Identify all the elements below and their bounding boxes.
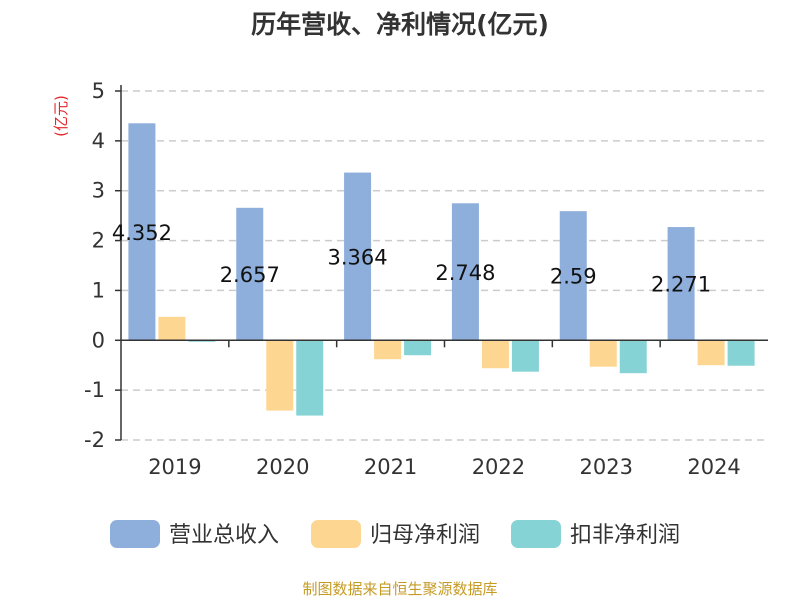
x-tick-label: 2020: [256, 455, 309, 479]
y-tick-label: 4: [92, 129, 105, 153]
data-label-2022: 2.748: [435, 261, 495, 285]
legend-swatch: [110, 520, 160, 548]
x-tick-label: 2019: [148, 455, 201, 479]
bar-2022-series-3: [511, 340, 539, 372]
bar-2020-series-2: [266, 340, 294, 411]
bar-2020-series-3: [296, 340, 324, 416]
y-tick-label: -1: [84, 378, 105, 402]
y-tick-label: -2: [84, 428, 105, 452]
bar-2021-series-1: [344, 172, 372, 341]
legend-label: 营业总收入: [169, 523, 279, 548]
x-tick-label: 2024: [687, 455, 740, 479]
data-label-2024: 2.271: [651, 273, 711, 297]
source-note: 制图数据来自恒生聚源数据库: [302, 580, 497, 598]
data-label-2020: 2.657: [220, 263, 280, 287]
data-labels: 4.352 2.657 3.364 2.748 2.59 2.271: [112, 221, 711, 297]
bar-2019-series-2: [158, 316, 186, 341]
bar-2022-series-2: [481, 340, 509, 369]
bar-2023-series-3: [619, 340, 647, 374]
bar-2021-series-2: [374, 340, 402, 360]
y-tick-label: 5: [92, 79, 105, 103]
axes: 5 4 3 2 1 0 -1 -2 2019 2020 2021 2022 2023 2024: [84, 79, 768, 479]
bar-2023-series-1: [559, 211, 587, 341]
y-tick-label: 3: [92, 179, 105, 203]
x-tick-label: 2021: [364, 455, 417, 479]
y-tick-label: 0: [92, 328, 105, 352]
data-label-2021: 3.364: [328, 245, 388, 269]
legend-swatch: [311, 520, 361, 548]
bars: [128, 123, 755, 416]
legend: 营业总收入 归母净利润 扣非净利润: [110, 520, 680, 548]
bar-2023-series-2: [589, 340, 617, 367]
bar-2019-series-1: [128, 123, 156, 341]
bar-2022-series-1: [451, 203, 479, 341]
bar-2024-series-2: [697, 340, 725, 366]
data-label-2023: 2.59: [550, 265, 597, 289]
chart-title: 历年营收、净利情况(亿元): [251, 10, 549, 39]
bar-2021-series-3: [404, 340, 432, 356]
legend-swatch: [511, 520, 561, 548]
data-label-2019: 4.352: [112, 221, 172, 245]
bar-2024-series-1: [667, 227, 695, 341]
x-tick-label: 2023: [580, 455, 633, 479]
bar-2024-series-3: [727, 340, 755, 366]
y-tick-label: 2: [92, 229, 105, 253]
y-axis-label: (亿元): [52, 95, 70, 137]
y-tick-label: 1: [92, 278, 105, 302]
legend-label: 归母净利润: [370, 523, 480, 548]
x-tick-label: 2022: [472, 455, 525, 479]
legend-label: 扣非净利润: [570, 523, 680, 548]
bar-2020-series-1: [236, 207, 264, 341]
